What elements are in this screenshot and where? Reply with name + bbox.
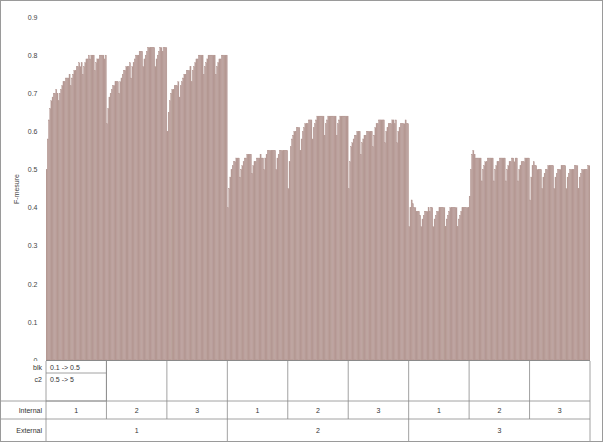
svg-text:0.3: 0.3 (28, 242, 38, 249)
svg-text:3: 3 (376, 407, 380, 414)
svg-text:0.8: 0.8 (28, 52, 38, 59)
svg-text:3: 3 (195, 407, 199, 414)
svg-text:0: 0 (34, 357, 38, 361)
svg-text:2: 2 (497, 407, 501, 414)
svg-text:c2: c2 (35, 376, 43, 383)
svg-text:1: 1 (256, 407, 260, 414)
svg-text:0.2: 0.2 (28, 281, 38, 288)
svg-text:1: 1 (437, 407, 441, 414)
svg-text:2: 2 (316, 407, 320, 414)
svg-text:0.5: 0.5 (28, 166, 38, 173)
svg-text:3: 3 (497, 427, 501, 434)
svg-text:0.4: 0.4 (28, 204, 38, 211)
svg-text:0.5 -> 5: 0.5 -> 5 (50, 376, 74, 383)
svg-text:1: 1 (74, 407, 78, 414)
svg-text:F-mesure: F-mesure (13, 174, 20, 204)
svg-text:0.1 -> 0.5: 0.1 -> 0.5 (50, 364, 80, 371)
svg-text:2: 2 (135, 407, 139, 414)
svg-text:0.6: 0.6 (28, 128, 38, 135)
svg-text:3: 3 (558, 407, 562, 414)
svg-text:0.1: 0.1 (28, 319, 38, 326)
svg-text:2: 2 (316, 427, 320, 434)
svg-text:blk: blk (33, 364, 42, 371)
svg-text:External: External (16, 427, 42, 434)
svg-text:Internal: Internal (19, 407, 43, 414)
svg-text:0.7: 0.7 (28, 90, 38, 97)
svg-text:1: 1 (135, 427, 139, 434)
svg-text:0.9: 0.9 (28, 14, 38, 21)
